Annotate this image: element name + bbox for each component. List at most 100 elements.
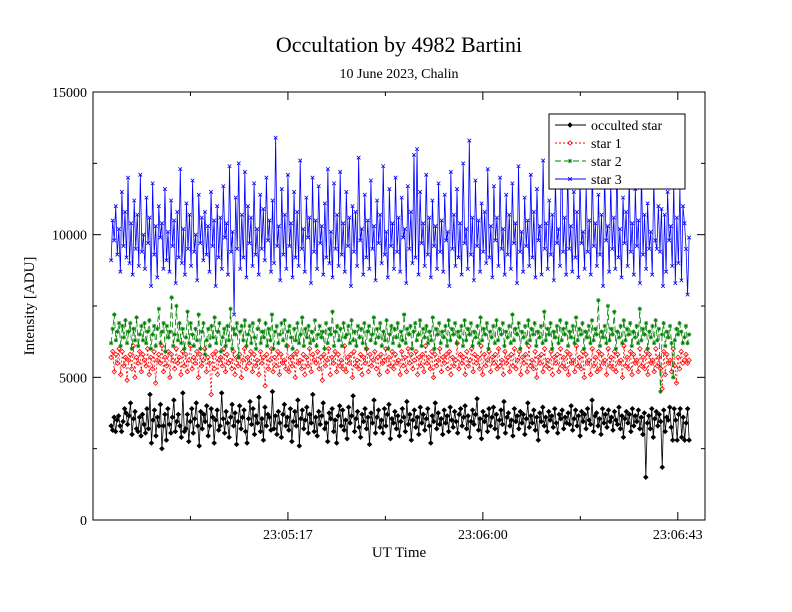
- point-star-1: [476, 366, 483, 372]
- point-star-1: [389, 348, 395, 355]
- y-axis: 0 5000 10000 15000: [52, 86, 705, 529]
- point-star-1: [525, 343, 532, 349]
- point-star-2: [209, 323, 214, 329]
- point-star-3: [488, 224, 493, 229]
- point-star-2: [198, 346, 203, 351]
- point-occulted-star: [244, 440, 250, 446]
- point-star-2: [242, 318, 248, 323]
- point-star-2: [185, 309, 190, 314]
- point-star-2: [151, 323, 157, 329]
- point-star-2: [338, 326, 343, 332]
- point-star-2: [513, 326, 518, 332]
- point-star-3: [331, 181, 337, 186]
- point-star-3: [617, 226, 623, 232]
- point-occulted-star: [498, 407, 504, 413]
- point-star-3: [674, 215, 679, 220]
- point-occulted-star: [544, 428, 551, 435]
- point-star-3: [451, 212, 457, 217]
- point-star-3: [308, 281, 314, 286]
- point-star-3: [158, 235, 163, 240]
- legend-label-star-2: star 2: [591, 155, 622, 170]
- point-star-3: [390, 221, 395, 226]
- point-star-3: [585, 249, 590, 254]
- point-star-2: [510, 312, 515, 317]
- point-star-2: [586, 323, 592, 329]
- point-star-3: [165, 229, 171, 234]
- point-star-3: [179, 261, 184, 266]
- point-star-3: [560, 249, 566, 254]
- point-occulted-star: [620, 434, 627, 441]
- point-occulted-star: [611, 408, 618, 415]
- point-star-3: [550, 212, 555, 217]
- point-star-2: [370, 332, 375, 337]
- point-occulted-star: [232, 410, 238, 416]
- point-star-3: [398, 269, 403, 274]
- point-star-2: [336, 338, 342, 343]
- point-star-3: [438, 249, 443, 254]
- point-star-3: [374, 198, 380, 203]
- point-star-2: [457, 335, 463, 340]
- point-star-2: [564, 320, 569, 326]
- chart-title: Occultation by 4982 Bartini: [276, 32, 522, 57]
- point-star-2: [628, 320, 633, 326]
- point-star-3: [473, 178, 478, 183]
- point-star-2: [223, 343, 228, 349]
- point-occulted-star: [424, 405, 431, 412]
- series-star-1: [108, 340, 692, 398]
- point-star-3: [547, 198, 552, 203]
- point-occulted-star: [637, 425, 643, 432]
- point-occulted-star: [569, 427, 576, 433]
- point-occulted-star: [554, 430, 561, 436]
- point-star-3: [138, 172, 143, 177]
- point-star-2: [341, 320, 346, 326]
- point-star-2: [255, 326, 260, 332]
- point-star-3: [504, 192, 509, 197]
- point-star-3: [132, 198, 137, 203]
- point-occulted-star: [178, 434, 185, 441]
- point-star-2: [392, 326, 397, 332]
- point-star-1: [427, 366, 434, 372]
- point-star-1: [465, 363, 472, 369]
- point-occulted-star: [641, 410, 648, 416]
- point-star-3: [496, 263, 501, 269]
- point-star-2: [193, 326, 198, 332]
- point-star-3: [391, 266, 397, 271]
- point-star-2: [612, 309, 617, 314]
- point-star-2: [178, 340, 184, 346]
- x-axis-label: UT Time: [372, 545, 427, 561]
- point-star-3: [358, 238, 363, 243]
- point-star-2: [148, 346, 154, 351]
- point-occulted-star: [571, 415, 577, 422]
- point-occulted-star: [278, 434, 285, 441]
- point-occulted-star: [221, 430, 228, 436]
- point-star-2: [272, 329, 278, 334]
- point-star-2: [562, 332, 568, 337]
- point-star-3: [230, 229, 235, 234]
- point-star-2: [131, 326, 136, 332]
- point-star-1: [537, 360, 543, 366]
- point-star-2: [387, 332, 392, 337]
- point-star-1: [246, 360, 253, 366]
- point-star-1: [160, 368, 167, 375]
- point-occulted-star: [531, 407, 537, 413]
- point-star-1: [605, 346, 611, 352]
- point-star-2: [507, 323, 512, 329]
- point-occulted-star: [481, 418, 488, 425]
- point-star-2: [381, 329, 386, 334]
- point-star-2: [470, 343, 475, 349]
- point-star-1: [500, 371, 507, 378]
- point-occulted-star: [214, 407, 220, 413]
- point-star-2: [561, 326, 566, 332]
- point-star-1: [219, 363, 226, 369]
- point-occulted-star: [371, 397, 377, 403]
- point-star-3: [591, 243, 596, 249]
- point-star-1: [448, 371, 454, 378]
- point-star-2: [600, 335, 606, 340]
- point-star-1: [533, 374, 540, 381]
- point-star-2: [374, 326, 380, 332]
- point-star-2: [578, 332, 584, 337]
- point-star-3: [169, 198, 174, 203]
- point-star-2: [602, 323, 607, 329]
- point-occulted-star: [493, 411, 500, 418]
- point-star-1: [662, 371, 669, 378]
